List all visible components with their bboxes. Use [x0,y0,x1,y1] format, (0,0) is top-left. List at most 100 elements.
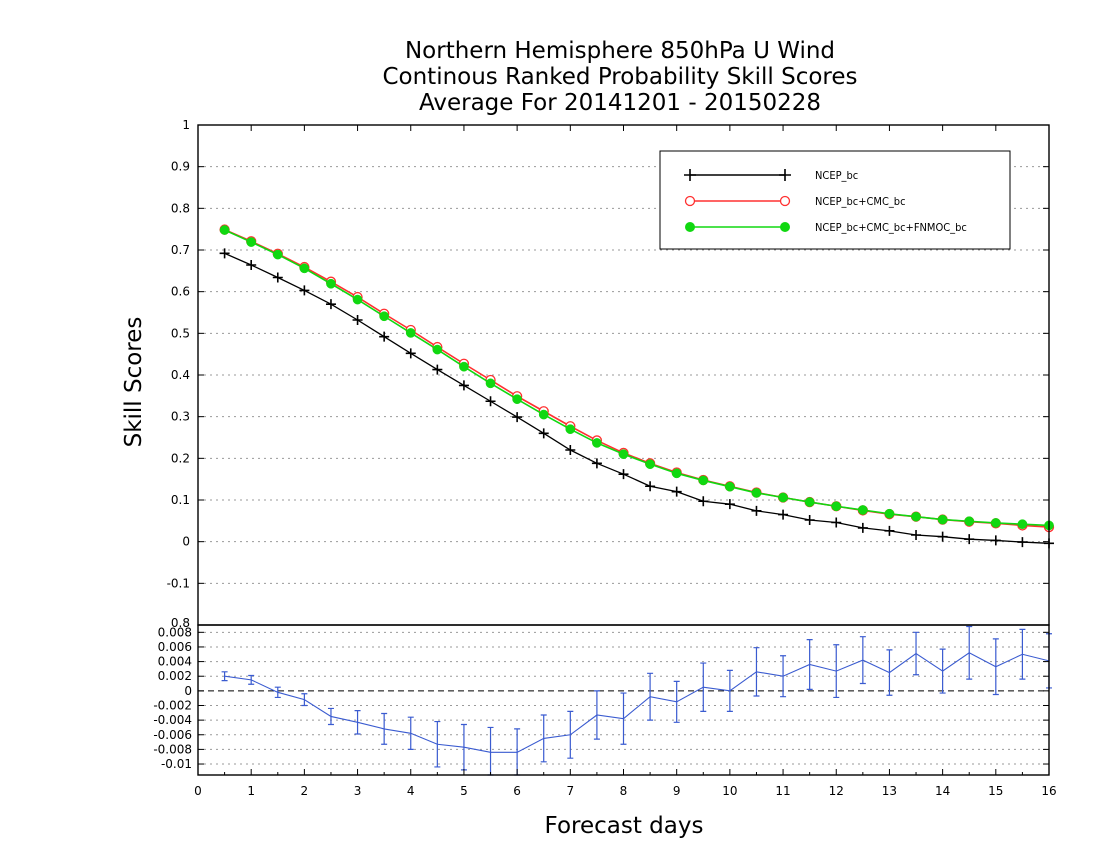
bottom-panel-grid [198,631,1049,765]
legend-marker-filled [780,222,790,232]
x-tick-label: 16 [1041,784,1056,798]
x-tick-label: 1 [247,784,255,798]
point-marker-plus [379,331,390,342]
point-marker-plus [512,412,523,423]
error-bar [780,655,787,698]
point-marker-filled [911,511,921,522]
x-tick-label: 3 [354,784,362,798]
point-marker-plus [778,509,789,520]
error-bar [593,690,600,740]
bottom-y-tick-label: 0.008 [158,625,192,639]
point-marker-filled [671,468,682,479]
error-bar [540,714,547,763]
point-marker-plus [937,531,948,542]
top-y-tick-label: 0 [182,535,190,549]
legend: NCEP_bc NCEP_bc+CMC_bc NCEP_bc+CMC_bc+FNMO… [659,150,1011,250]
top-y-tick-label: 0.6 [171,285,190,299]
point-marker-plus [698,496,709,507]
top-panel-series [219,224,1055,549]
legend-label: NCEP_bc [815,169,858,182]
point-marker-plus [591,458,602,469]
legend-marker-plus [684,169,696,181]
point-marker-filled [884,508,895,519]
chart-title-group: Northern Hemisphere 850hPa U WindContino… [382,38,857,116]
x-tick-label: 2 [301,784,309,798]
x-tick-label: 6 [513,784,521,798]
point-marker-filled [857,505,868,515]
point-marker-plus [671,486,682,497]
error-bar [700,662,707,712]
error-bar [381,712,388,745]
legend-label: NCEP_bc+CMC_bc+FNMOC_bc [815,221,967,234]
legend-box [659,150,1011,250]
point-marker-plus [246,260,257,270]
error-bar [221,671,228,682]
point-marker-plus [565,445,576,455]
point-marker-plus [299,285,310,296]
difference-line [224,652,1050,753]
x-tick-label: 0 [194,784,202,798]
point-marker-filled [937,514,948,525]
chart-title-line: Continous Ranked Probability Skill Score… [382,64,857,90]
error-bar [301,693,308,707]
error-bar [833,644,840,699]
point-marker-plus [751,505,762,516]
top-y-tick-label: -0.1 [167,576,190,590]
error-bar [726,669,733,712]
point-marker-filled [645,459,655,470]
error-bar [327,707,334,726]
point-marker-filled [459,361,469,372]
bottom-y-tick-label: -0.002 [153,698,192,712]
bottom-y-tick-label: -0.004 [153,713,192,727]
legend-marker-plus [779,169,791,181]
x-tick-label: 14 [935,784,950,798]
point-marker-plus [405,348,416,359]
bottom-y-tick-label: -0.006 [153,728,192,742]
axis-ticks: -0.1 0 0.1 0.2 0.3 0.4 0.5 0.6 0.7 0.8 0.9 1 0.8 -0.0… [153,118,1056,798]
legend-marker-filled [685,222,695,232]
legend-marker-open [684,195,696,207]
point-marker-plus [645,481,656,492]
point-marker-plus [219,248,230,259]
point-marker-plus [458,380,469,391]
point-marker-filled [219,225,230,235]
point-marker-filled [352,294,363,305]
top-y-tick-label: 0.5 [171,326,190,340]
chart-title-line: Average For 20141201 - 20150228 [419,90,821,116]
chart-title-line: Northern Hemisphere 850hPa U Wind [405,38,835,64]
point-marker-plus [325,299,336,310]
x-tick-label: 11 [775,784,790,798]
error-bar [806,639,813,690]
point-marker-filled [778,492,788,503]
point-marker-filled [804,497,815,507]
series-line [224,228,1050,528]
point-marker-plus [724,499,735,510]
error-bar [673,680,680,723]
point-marker-filled [538,409,549,420]
x-axis-label: Forecast days [545,813,704,839]
point-marker-filled [246,237,257,247]
error-bar [966,625,973,680]
legend-label: NCEP_bc+CMC_bc [815,195,906,208]
error-bar [886,649,893,696]
point-marker-plus [911,530,922,540]
point-marker-plus [990,535,1001,546]
series-line [224,229,1050,527]
error-bar [647,672,654,721]
point-marker-filled [751,488,762,498]
point-marker-filled [432,344,443,355]
legend-marker-open [779,195,791,207]
point-marker-filled [1017,519,1028,530]
error-bar [567,710,574,759]
point-marker-plus [485,396,496,407]
error-bar [913,631,920,676]
bottom-clipped-label: 0.8 [171,616,190,630]
error-bar [939,648,946,694]
error-bar [1019,628,1026,680]
point-marker-plus [857,522,868,533]
x-tick-label: 7 [566,784,574,798]
error-bar [248,674,255,685]
top-y-tick-label: 0.7 [171,243,190,257]
x-tick-label: 12 [829,784,844,798]
